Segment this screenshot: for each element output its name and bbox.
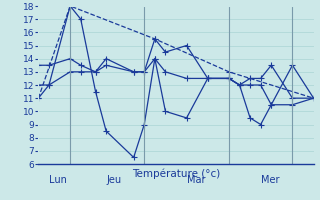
Text: Mer: Mer [261, 175, 279, 185]
Text: Jeu: Jeu [106, 175, 121, 185]
Text: Mar: Mar [187, 175, 205, 185]
Text: Lun: Lun [49, 175, 67, 185]
X-axis label: Température (°c): Température (°c) [132, 168, 220, 179]
